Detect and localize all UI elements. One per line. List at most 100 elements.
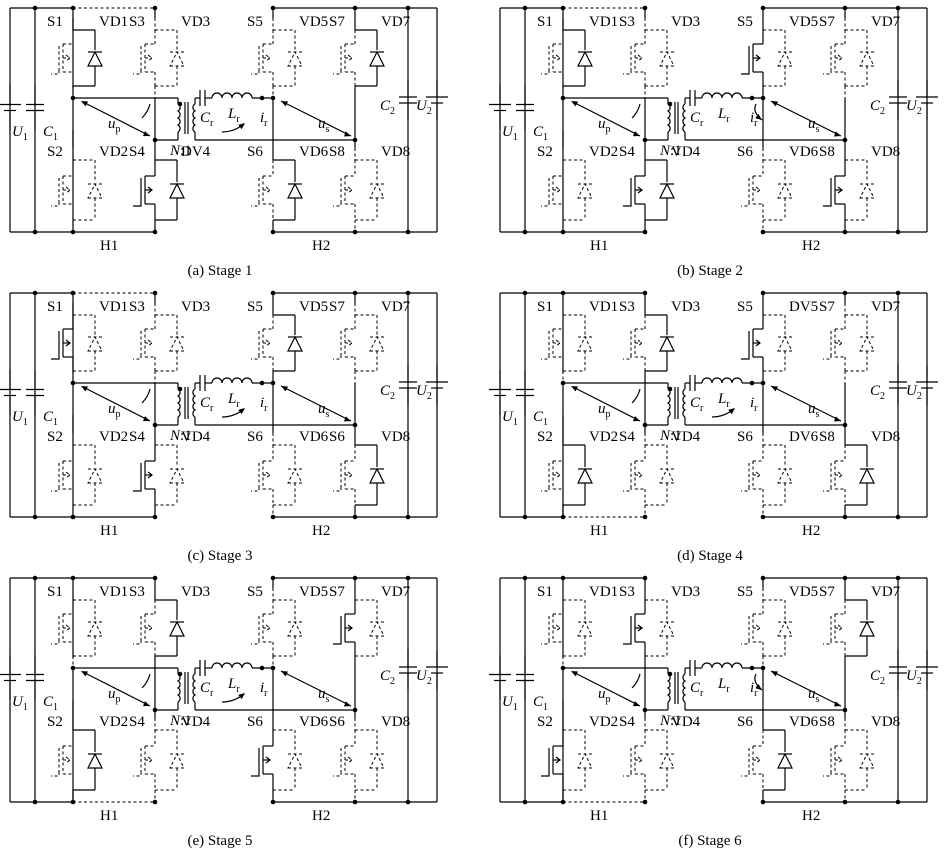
- inductor-Lr: [701, 92, 743, 99]
- switch-S6-label: S6: [247, 429, 263, 445]
- diode-VD7-label: VD7: [381, 584, 411, 600]
- diode-VD3: [659, 600, 675, 656]
- switch-S6: [741, 160, 764, 220]
- transformer-secondary: [682, 673, 687, 703]
- node-dot: [405, 290, 411, 296]
- diode-VD7: [859, 600, 875, 656]
- label-U2: U2: [906, 98, 922, 117]
- node-dot: [522, 229, 528, 235]
- arrow-head: [344, 416, 351, 422]
- diode-VD3-label: VD3: [181, 299, 210, 315]
- label-H2: H2: [802, 523, 820, 539]
- label-up: up: [108, 116, 121, 135]
- transformer-secondary: [682, 103, 687, 133]
- switch-S2: [51, 445, 74, 505]
- node-dot: [405, 514, 411, 520]
- label-ratio: N:1: [169, 428, 192, 444]
- label-ratio: N:1: [659, 143, 682, 159]
- label-us: us: [808, 686, 820, 705]
- switch-S5: [251, 315, 274, 371]
- switch-S5-label: S5: [737, 14, 753, 30]
- diode-VD2-label: VD2: [589, 714, 618, 730]
- switch-S3-label: S3: [129, 299, 145, 315]
- switch-S6: [741, 445, 764, 505]
- diode-VD6: [287, 445, 303, 505]
- switch-S1: [51, 315, 74, 371]
- switch-S2: [541, 730, 564, 790]
- switch-S7: [823, 315, 846, 371]
- diode-VD3-label: VD3: [181, 14, 210, 30]
- source-U2: [426, 80, 448, 120]
- transformer-primary: [176, 673, 181, 703]
- switch-S2: [51, 730, 74, 790]
- capacitor-C2: [889, 650, 907, 690]
- diode-VD3-label: VD3: [671, 584, 700, 600]
- diode-VD5-label: VD5: [789, 584, 818, 600]
- arrow-head: [771, 386, 778, 392]
- current-arrow: [221, 408, 245, 418]
- node-dot: [895, 514, 901, 520]
- voltage-us-arrow: [770, 385, 842, 422]
- node-dot: [760, 5, 766, 11]
- transformer-primary: [176, 388, 181, 418]
- diode-VD2-label: VD2: [99, 144, 128, 160]
- node-dot: [522, 799, 528, 805]
- switch-S1: [51, 30, 74, 86]
- diode-VD6: [777, 160, 793, 220]
- arrow-head: [771, 671, 778, 677]
- switch-S8-label: S6: [329, 429, 345, 445]
- label-C1: C1: [43, 124, 58, 143]
- node-dot: [895, 5, 901, 11]
- label-Cr: Cr: [200, 680, 214, 699]
- diode-VD6: [287, 160, 303, 220]
- diode-VD6-label: VD6: [299, 429, 329, 445]
- diode-VD3: [659, 315, 675, 371]
- capacitor-C1: [516, 85, 534, 130]
- label-ir: ir: [750, 395, 758, 414]
- arrow-head: [571, 386, 578, 392]
- switch-S3: [133, 600, 156, 656]
- label-C2: C2: [870, 668, 885, 687]
- switch-S4-label: S4: [619, 429, 635, 445]
- voltage-us-arrow: [770, 670, 842, 707]
- switch-S3: [623, 30, 646, 86]
- label-Lr: Lr: [717, 676, 730, 695]
- panel-3: U1 C1 S1 VD1 S3 VD3 S2 VD2 S4 VD4 Cr Lr ir N:1 up us S5 D…: [489, 290, 938, 564]
- label-H2: H2: [802, 808, 820, 824]
- label-C1: C1: [43, 409, 58, 428]
- label-Lr: Lr: [717, 106, 730, 125]
- diode-VD5: [287, 30, 303, 86]
- node-dot: [70, 290, 76, 296]
- switch-S4-label: S4: [129, 429, 145, 445]
- node-dot: [667, 101, 673, 107]
- node-dot: [32, 514, 38, 520]
- diode-VD2: [577, 160, 593, 220]
- diode-VD1-label: VD1: [99, 14, 128, 30]
- diode-VD3-label: VD3: [181, 584, 210, 600]
- switch-S4-label: S4: [619, 144, 635, 160]
- capacitor-C2: [889, 365, 907, 405]
- switch-S5: [741, 30, 764, 86]
- node-dot: [259, 95, 265, 101]
- diode-VD2: [577, 730, 593, 790]
- diode-VD5: [777, 600, 793, 656]
- switch-S4-label: S4: [129, 714, 145, 730]
- diode-VD4-label: VD4: [671, 144, 701, 160]
- switch-S1: [541, 30, 564, 86]
- node-dot: [560, 5, 566, 11]
- label-C2: C2: [870, 98, 885, 117]
- node-dot: [667, 671, 673, 677]
- diode-VD5: [777, 30, 793, 86]
- inductor-Lr: [701, 662, 743, 669]
- diode-VD7: [369, 30, 385, 86]
- diode-VD7: [859, 315, 875, 371]
- panel-0: U1 C1 S1 VD1 S3 VD3 S2 VD2 S4 DV4 Cr Lr ir N:1 up us S5 V…: [0, 5, 448, 279]
- diode-VD8: [369, 160, 385, 220]
- switch-S8-label: S8: [819, 714, 835, 730]
- switch-S1-label: S1: [537, 14, 553, 30]
- current-arrow: [221, 693, 245, 703]
- switch-S2-label: S2: [537, 144, 553, 160]
- arrow-head: [834, 131, 841, 137]
- switch-S8: [333, 445, 356, 505]
- diode-VD8: [859, 160, 875, 220]
